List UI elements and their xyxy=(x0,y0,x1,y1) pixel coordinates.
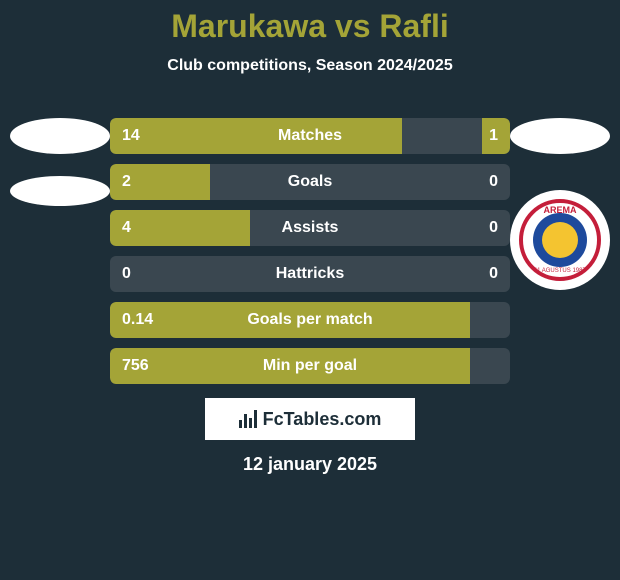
arema-date: 11 AGUSTUS 1987 xyxy=(523,268,597,274)
subtitle: Club competitions, Season 2024/2025 xyxy=(0,57,620,75)
arema-name: AREMA xyxy=(523,205,597,215)
arema-badge: AREMA 11 AGUSTUS 1987 xyxy=(510,190,610,290)
stat-row-mpg: 756 Min per goal xyxy=(110,348,510,384)
stat-row-gpm: 0.14 Goals per match xyxy=(110,302,510,338)
stat-label: Goals xyxy=(110,164,510,200)
arema-inner-ring: AREMA 11 AGUSTUS 1987 xyxy=(519,199,601,281)
vs-text: vs xyxy=(335,8,371,44)
player1-name: Marukawa xyxy=(171,8,326,44)
arema-center xyxy=(533,213,587,267)
date-text: 12 january 2025 xyxy=(0,454,620,475)
stat-value-right: 0 xyxy=(489,210,498,246)
chart-icon xyxy=(239,410,257,428)
fctables-badge[interactable]: FcTables.com xyxy=(205,398,415,440)
team2-logo: AREMA 11 AGUSTUS 1987 xyxy=(510,118,610,290)
stats-container: 14 Matches 1 2 Goals 0 4 Assists 0 0 Hat… xyxy=(110,118,510,394)
stat-row-assists: 4 Assists 0 xyxy=(110,210,510,246)
team1-logo xyxy=(10,118,110,206)
stat-value-right: 0 xyxy=(489,164,498,200)
stat-label: Assists xyxy=(110,210,510,246)
comparison-title: Marukawa vs Rafli xyxy=(0,0,620,45)
stat-value-right: 1 xyxy=(489,118,498,154)
stat-row-hattricks: 0 Hattricks 0 xyxy=(110,256,510,292)
team1-logo-shape-1 xyxy=(10,118,110,154)
stat-label: Matches xyxy=(110,118,510,154)
stat-value-right: 0 xyxy=(489,256,498,292)
stat-row-matches: 14 Matches 1 xyxy=(110,118,510,154)
stat-label: Min per goal xyxy=(110,348,510,384)
player2-name: Rafli xyxy=(379,8,448,44)
team2-logo-shape-1 xyxy=(510,118,610,154)
fctables-brand: FcTables.com xyxy=(263,409,382,430)
stat-label: Hattricks xyxy=(110,256,510,292)
lion-icon xyxy=(542,222,578,258)
stat-row-goals: 2 Goals 0 xyxy=(110,164,510,200)
team1-logo-shape-2 xyxy=(10,176,110,206)
stat-label: Goals per match xyxy=(110,302,510,338)
